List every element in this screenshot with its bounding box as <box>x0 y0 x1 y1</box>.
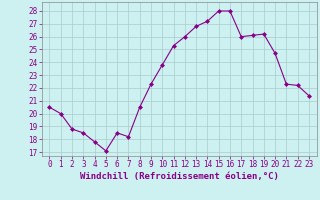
X-axis label: Windchill (Refroidissement éolien,°C): Windchill (Refroidissement éolien,°C) <box>80 172 279 181</box>
